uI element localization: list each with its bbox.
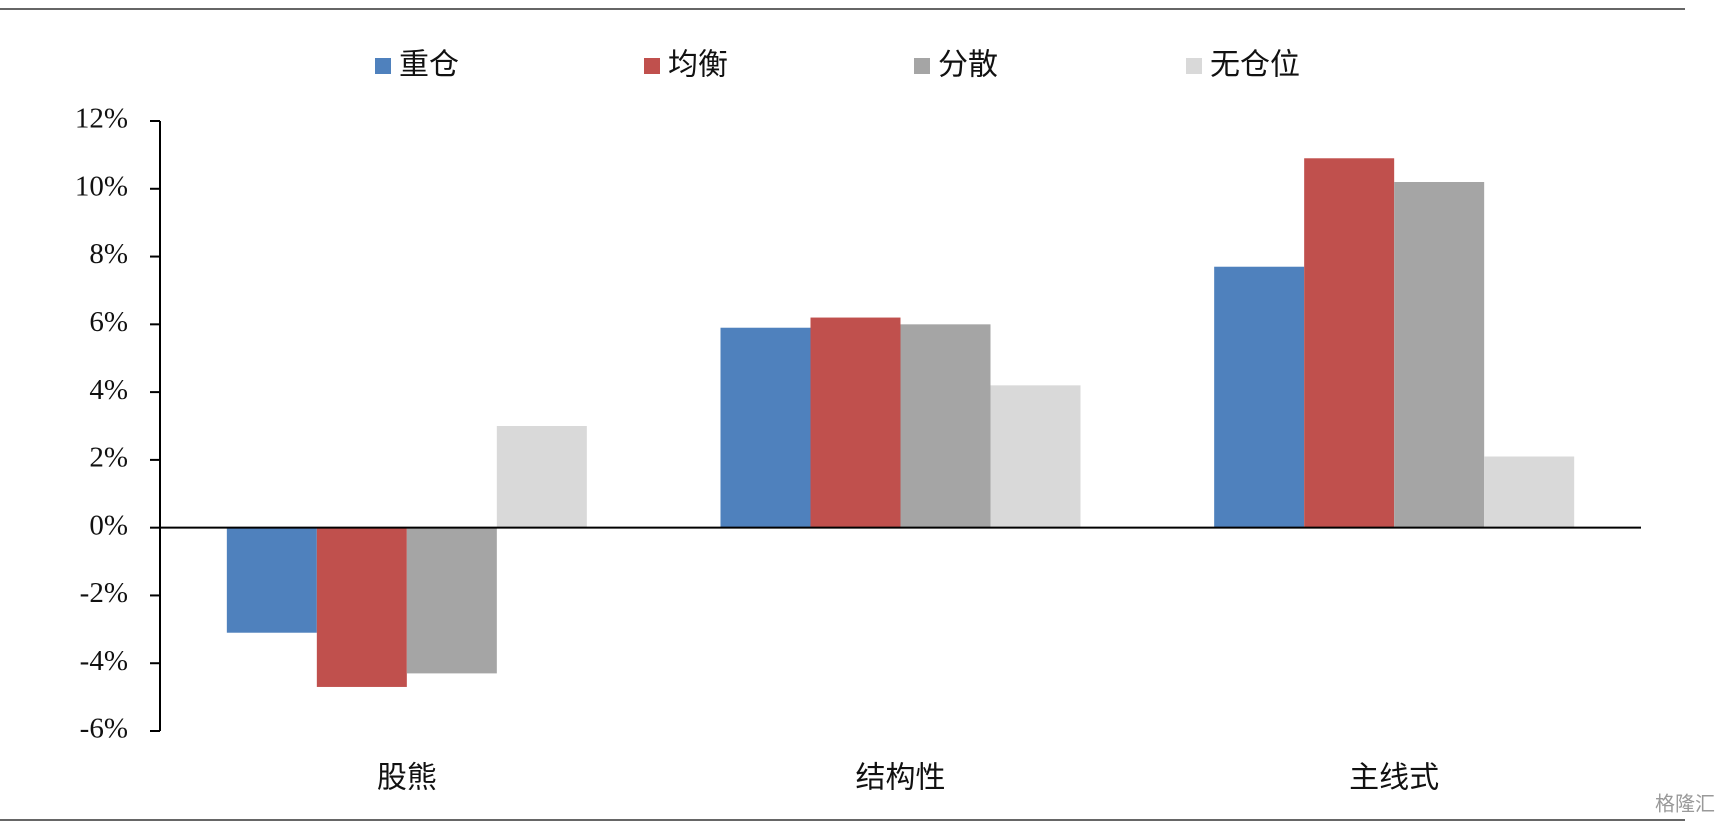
bar [1214, 266, 1305, 528]
legend-label: 重仓 [399, 48, 459, 83]
bar [1394, 182, 1485, 528]
legend-label: 无仓位 [1210, 48, 1300, 83]
legend-swatch [644, 58, 660, 74]
y-tick-label: -4% [80, 645, 128, 677]
x-tick-label: 股熊 [377, 761, 437, 796]
legend-swatch [1186, 58, 1202, 74]
bar [1304, 158, 1395, 528]
bar [1484, 456, 1575, 528]
bar [990, 385, 1081, 528]
y-tick-label: -6% [80, 713, 128, 745]
legend-label: 均衡 [668, 48, 728, 83]
bar [810, 317, 901, 528]
y-tick-label: 12% [75, 103, 128, 135]
bar [226, 527, 317, 633]
y-tick-label: 6% [89, 306, 128, 338]
watermark: 格隆汇 [1655, 792, 1715, 816]
y-tick-label: 8% [89, 238, 128, 270]
y-tick-label: 0% [89, 509, 128, 541]
y-tick-label: 10% [75, 170, 128, 202]
x-tick-label: 结构性 [856, 761, 946, 796]
bar [406, 527, 497, 674]
legend-swatch [914, 58, 930, 74]
y-tick-label: -2% [80, 577, 128, 609]
y-tick-label: 2% [89, 442, 128, 474]
bar [316, 527, 407, 687]
bar [496, 426, 587, 528]
bar [720, 327, 811, 528]
legend-swatch [375, 58, 391, 74]
bar [900, 324, 991, 528]
y-tick-label: 4% [89, 374, 128, 406]
legend-label: 分散 [938, 48, 998, 83]
x-tick-label: 主线式 [1349, 761, 1439, 796]
